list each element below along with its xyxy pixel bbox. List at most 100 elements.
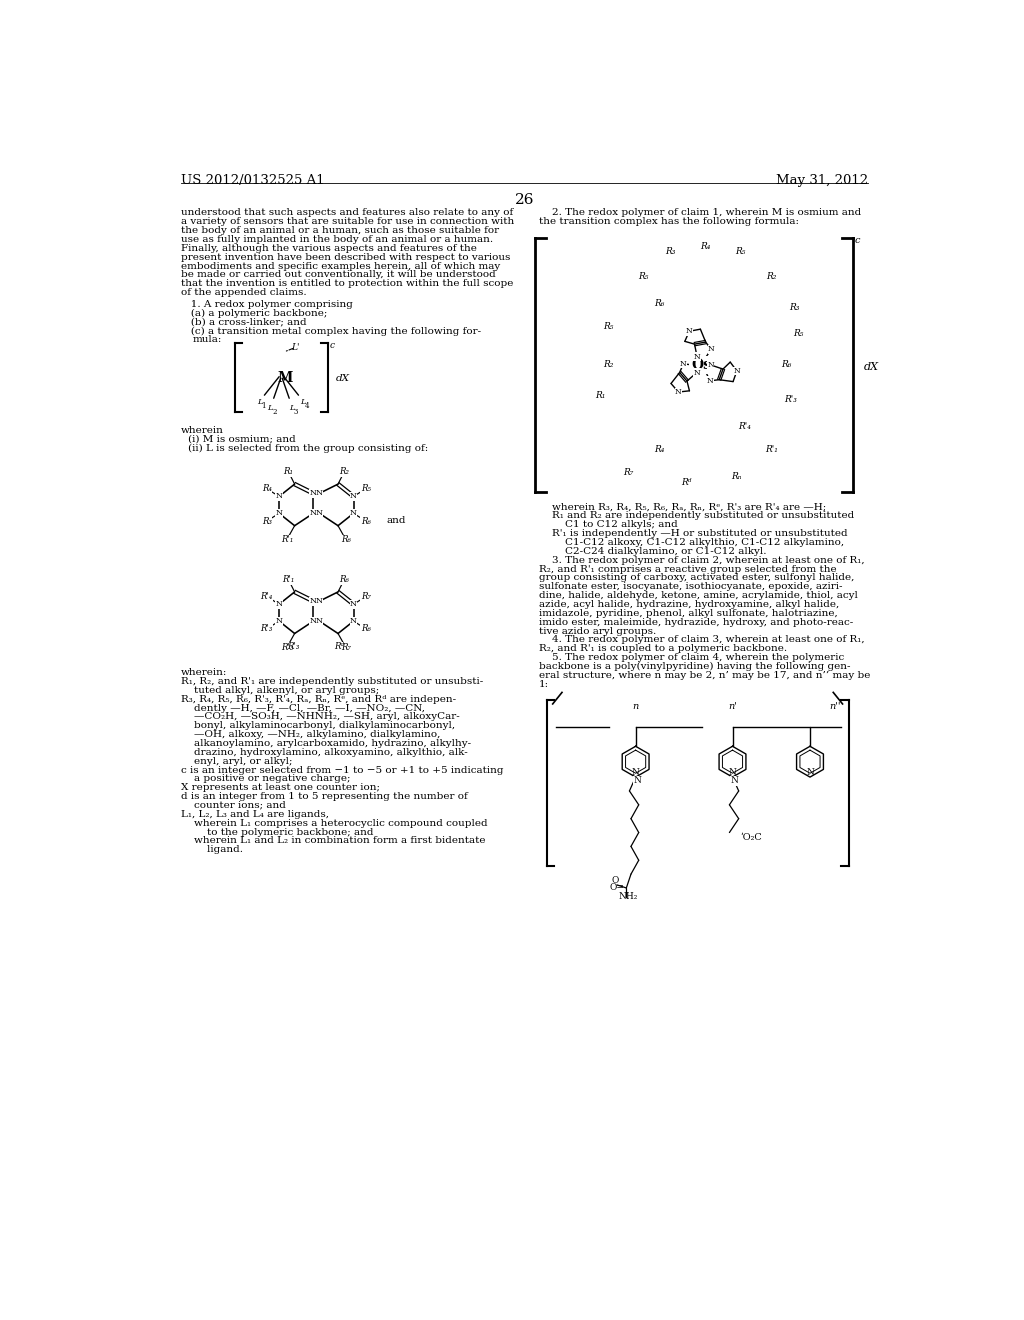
Text: wherein L₁ and L₂ in combination form a first bidentate: wherein L₁ and L₂ in combination form a … [180, 837, 485, 845]
Text: R₂: R₂ [603, 360, 613, 370]
Text: dX: dX [863, 362, 879, 372]
Text: L: L [289, 404, 295, 412]
Text: R₁: R₁ [284, 467, 294, 477]
Text: c: c [855, 236, 860, 246]
Text: a variety of sensors that are suitable for use in connection with: a variety of sensors that are suitable f… [180, 218, 514, 226]
Text: N: N [693, 368, 700, 376]
Text: N: N [708, 360, 714, 368]
Text: R'₃: R'₃ [784, 395, 797, 404]
Text: 4. The redox polymer of claim 3, wherein at least one of R₁,: 4. The redox polymer of claim 3, wherein… [539, 635, 864, 644]
Text: imido ester, maleimide, hydrazide, hydroxy, and photo-reac-: imido ester, maleimide, hydrazide, hydro… [539, 618, 853, 627]
Text: May 31, 2012: May 31, 2012 [776, 174, 868, 187]
Text: R₂, and R'₁ is coupled to a polymeric backbone.: R₂, and R'₁ is coupled to a polymeric ba… [539, 644, 786, 653]
Text: 5. The redox polymer of claim 4, wherein the polymeric: 5. The redox polymer of claim 4, wherein… [539, 653, 844, 663]
Text: (i) M is osmium; and: (i) M is osmium; and [188, 434, 296, 444]
Text: N: N [316, 510, 323, 517]
Text: R'₄: R'₄ [737, 422, 751, 430]
Text: N: N [316, 597, 323, 605]
Text: R₆: R₆ [781, 360, 792, 370]
Text: N: N [675, 388, 682, 396]
Text: R₅: R₅ [794, 330, 804, 338]
Text: embodiments and specific examples herein, all of which may: embodiments and specific examples herein… [180, 261, 500, 271]
Text: alkanoylamino, arylcarboxamido, hydrazino, alkylhy-: alkanoylamino, arylcarboxamido, hydrazin… [180, 739, 471, 748]
Text: group consisting of carboxy, activated ester, sulfonyl halide,: group consisting of carboxy, activated e… [539, 573, 854, 582]
Text: Rᵈ: Rᵈ [335, 642, 344, 651]
Text: O: O [611, 876, 620, 886]
Text: R₅: R₅ [360, 484, 371, 494]
Text: R₂, and R'₁ comprises a reactive group selected from the: R₂, and R'₁ comprises a reactive group s… [539, 565, 837, 574]
Text: 2. The redox polymer of claim 1, wherein M is osmium and: 2. The redox polymer of claim 1, wherein… [539, 209, 861, 218]
Text: of the appended claims.: of the appended claims. [180, 288, 306, 297]
Text: R'₁: R'₁ [283, 576, 295, 583]
Text: eral structure, where n may be 2, n’ may be 17, and n’’ may be: eral structure, where n may be 2, n’ may… [539, 671, 870, 680]
Text: (b) a cross-linker; and: (b) a cross-linker; and [180, 318, 306, 327]
Text: tive azido aryl groups.: tive azido aryl groups. [539, 627, 656, 635]
Text: sulfonate ester, isocyanate, isothiocyanate, epoxide, aziri-: sulfonate ester, isocyanate, isothiocyan… [539, 582, 843, 591]
Text: N: N [350, 510, 357, 517]
Text: azide, acyl halide, hydrazine, hydroxyamine, alkyl halide,: azide, acyl halide, hydrazine, hydroxyam… [539, 601, 839, 609]
Text: R₇: R₇ [623, 469, 633, 477]
Text: N: N [708, 346, 715, 354]
Text: tuted alkyl, alkenyl, or aryl groups;: tuted alkyl, alkenyl, or aryl groups; [180, 686, 379, 694]
Text: N: N [309, 510, 316, 517]
Text: N: N [806, 768, 814, 777]
Text: wherein: wherein [180, 426, 223, 436]
Text: Rₙ: Rₙ [731, 473, 741, 480]
Text: (c) a transition metal complex having the following for-: (c) a transition metal complex having th… [180, 326, 481, 335]
Text: drazino, hydroxylamino, alkoxyamino, alkylthio, alk-: drazino, hydroxylamino, alkoxyamino, alk… [180, 748, 467, 756]
Text: L: L [257, 399, 262, 407]
Text: C1 to C12 alkyls; and: C1 to C12 alkyls; and [539, 520, 678, 529]
Text: L: L [300, 399, 306, 407]
Text: N: N [686, 327, 692, 335]
Text: N: N [707, 376, 714, 385]
Text: and: and [386, 516, 406, 525]
Text: R₄: R₄ [653, 445, 664, 454]
Text: R₃: R₃ [666, 247, 676, 256]
Text: imidazole, pyridine, phenol, alkyl sulfonate, halotriazine,: imidazole, pyridine, phenol, alkyl sulfo… [539, 609, 838, 618]
Text: R₁: R₁ [596, 391, 606, 400]
Text: that the invention is entitled to protection within the full scope: that the invention is entitled to protec… [180, 280, 513, 288]
Text: wherein:: wherein: [180, 668, 227, 677]
Text: N: N [633, 776, 641, 785]
Text: R₆: R₆ [339, 576, 349, 583]
Text: C1-C12 alkoxy, C1-C12 alkylthio, C1-C12 alkylamino,: C1-C12 alkoxy, C1-C12 alkylthio, C1-C12 … [539, 539, 844, 546]
Text: 1. A redox polymer comprising: 1. A redox polymer comprising [180, 300, 352, 309]
Text: R₄: R₄ [700, 243, 711, 251]
Text: understood that such aspects and features also relate to any of: understood that such aspects and feature… [180, 209, 513, 218]
Text: N: N [316, 618, 323, 626]
Text: O=: O= [610, 883, 625, 891]
Text: 4: 4 [305, 403, 309, 411]
Text: R'₁: R'₁ [281, 535, 293, 544]
Text: R₂: R₂ [339, 467, 349, 477]
Text: R'₃: R'₃ [281, 643, 293, 652]
Text: ʹO₂C: ʹO₂C [740, 833, 762, 842]
Text: R₁, R₂, and R'₁ are independently substituted or unsubsti-: R₁, R₂, and R'₁ are independently substi… [180, 677, 483, 686]
Text: 3: 3 [294, 408, 298, 416]
Text: N: N [275, 510, 283, 517]
Text: R₁ and R₂ are independently substituted or unsubstituted: R₁ and R₂ are independently substituted … [539, 511, 854, 520]
Text: R₆: R₆ [360, 624, 371, 634]
Text: R₅: R₅ [638, 272, 648, 281]
Text: C2-C24 dialkylamino, or C1-C12 alkyl.: C2-C24 dialkylamino, or C1-C12 alkyl. [539, 546, 766, 556]
Text: 26: 26 [515, 193, 535, 207]
Text: N: N [275, 601, 283, 609]
Text: L: L [267, 404, 273, 412]
Text: n: n [633, 702, 639, 711]
Text: R'₃: R'₃ [260, 624, 273, 634]
Text: —OH, alkoxy, —NH₂, alkylamino, dialkylamino,: —OH, alkoxy, —NH₂, alkylamino, dialkylam… [180, 730, 440, 739]
Text: wherein L₁ comprises a heterocyclic compound coupled: wherein L₁ comprises a heterocyclic comp… [180, 818, 487, 828]
Text: N: N [632, 768, 640, 777]
Text: a positive or negative charge;: a positive or negative charge; [180, 775, 350, 783]
Text: n'': n'' [829, 702, 841, 711]
Text: N: N [275, 618, 283, 626]
Text: 2: 2 [272, 408, 276, 416]
Text: R₃, R₄, R₅, R₆, R'₃, R'₄, Rₐ, Rₙ, Rᵉ, and Rᵈ are indepen-: R₃, R₄, R₅, R₆, R'₃, R'₄, Rₐ, Rₙ, Rᵉ, an… [180, 694, 456, 704]
Text: (ii) L is selected from the group consisting of:: (ii) L is selected from the group consis… [188, 444, 429, 453]
Text: present invention have been described with respect to various: present invention have been described wi… [180, 252, 510, 261]
Text: to the polymeric backbone; and: to the polymeric backbone; and [180, 828, 373, 837]
Text: mula:: mula: [194, 335, 222, 345]
Text: dine, halide, aldehyde, ketone, amine, acrylamide, thiol, acyl: dine, halide, aldehyde, ketone, amine, a… [539, 591, 858, 601]
Text: US 2012/0132525 A1: US 2012/0132525 A1 [180, 174, 325, 187]
Text: d is an integer from 1 to 5 representing the number of: d is an integer from 1 to 5 representing… [180, 792, 467, 801]
Text: dX: dX [336, 375, 350, 383]
